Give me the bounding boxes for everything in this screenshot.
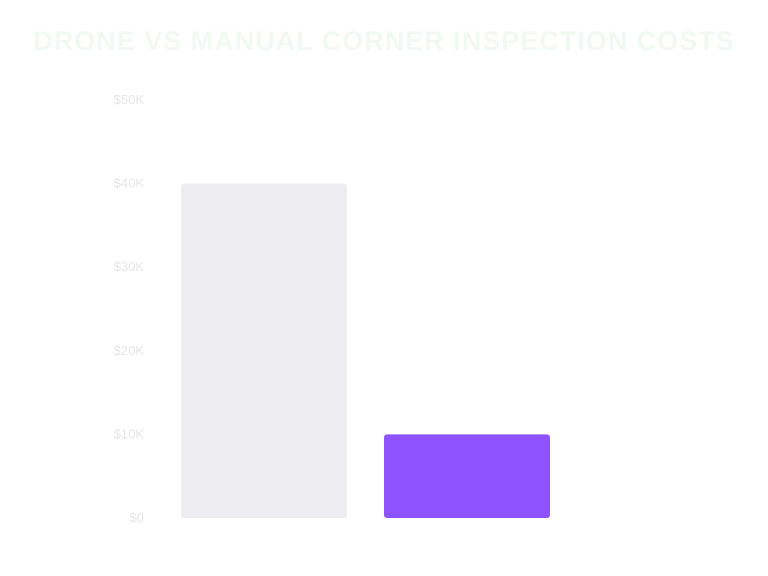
y-tick-label: $40K bbox=[114, 176, 145, 191]
chart-title: DRONE VS MANUAL CORNER INSPECTION COSTS bbox=[33, 26, 735, 56]
y-tick-label: $30K bbox=[114, 259, 145, 274]
bar[interactable] bbox=[384, 434, 550, 518]
y-tick-label: $0 bbox=[130, 510, 144, 525]
bar[interactable] bbox=[181, 183, 347, 518]
y-tick-label: $50K bbox=[114, 92, 145, 107]
y-tick-label: $20K bbox=[114, 343, 145, 358]
y-tick-label: $10K bbox=[114, 426, 145, 441]
